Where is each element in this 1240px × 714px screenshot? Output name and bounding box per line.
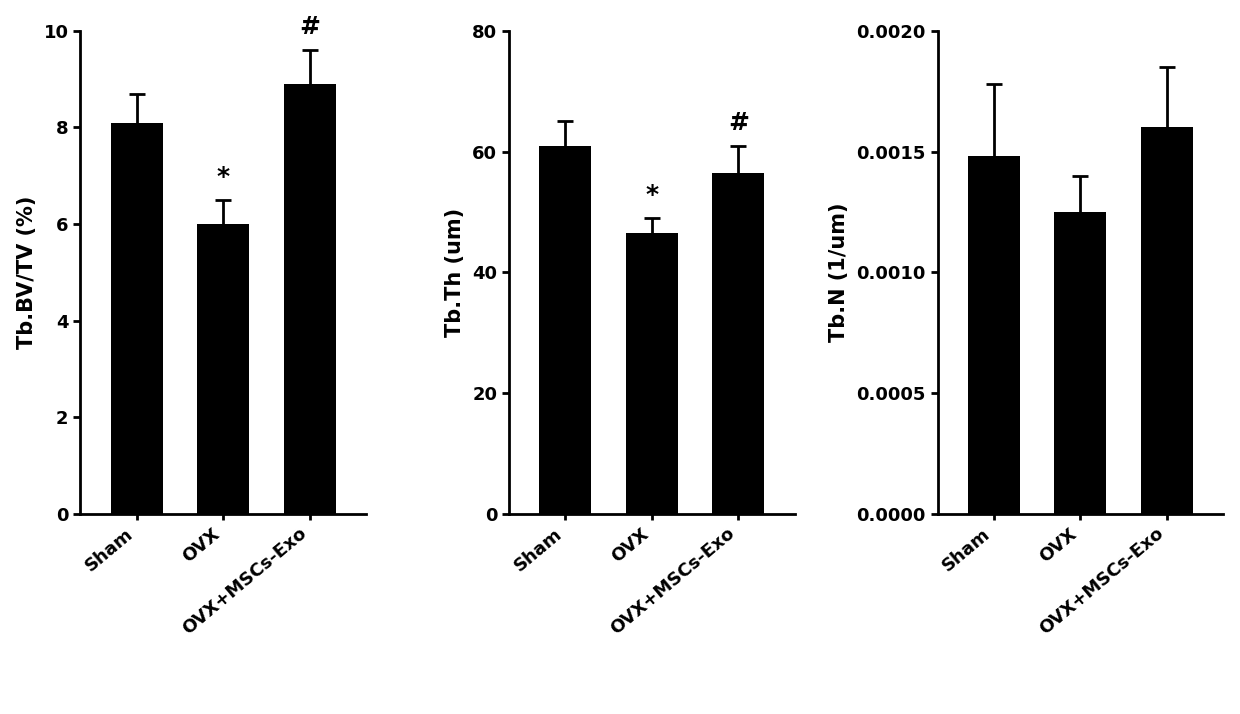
Bar: [197, 224, 249, 514]
Text: #: #: [299, 16, 320, 39]
Bar: [1141, 127, 1193, 514]
Bar: [626, 233, 678, 514]
Bar: [110, 123, 162, 514]
Bar: [1054, 212, 1106, 514]
Text: *: *: [645, 183, 658, 208]
Bar: [713, 173, 764, 514]
Y-axis label: Tb.N (1/um): Tb.N (1/um): [830, 203, 849, 342]
Bar: [284, 84, 336, 514]
Y-axis label: Tb.BV/TV (%): Tb.BV/TV (%): [16, 196, 37, 349]
Text: *: *: [217, 166, 229, 189]
Bar: [539, 146, 591, 514]
Text: #: #: [728, 111, 749, 135]
Y-axis label: Tb.Th (um): Tb.Th (um): [445, 208, 465, 337]
Bar: [968, 156, 1019, 514]
